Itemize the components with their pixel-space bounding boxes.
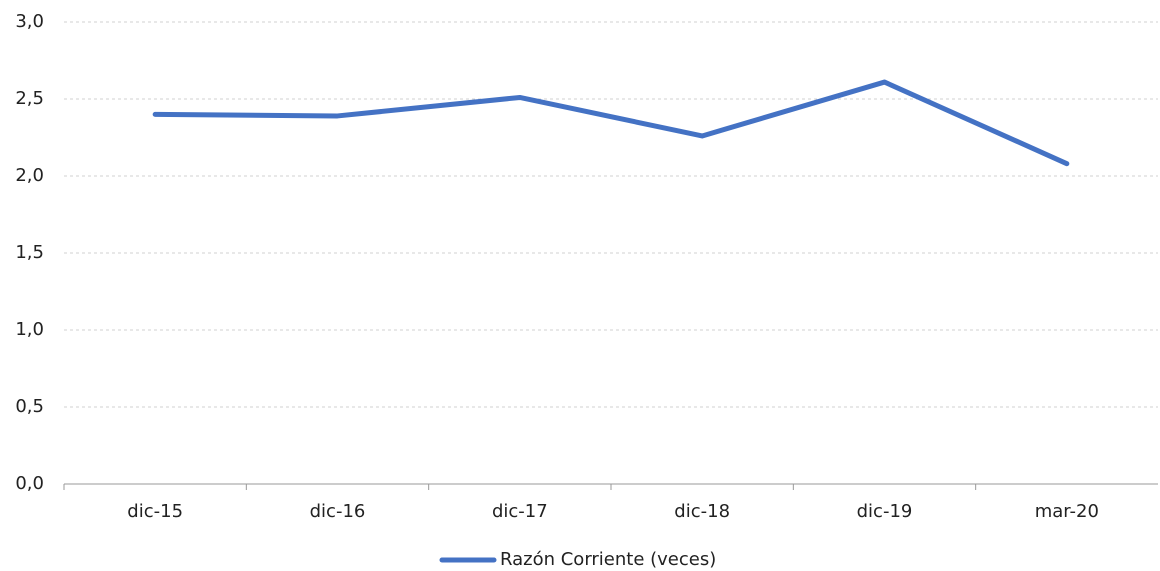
line [152,79,1070,167]
y-tick-label: 1,0 [15,319,44,340]
x-tick-label: mar-20 [1035,501,1099,522]
legend-label: Razón Corriente (veces) [500,549,716,570]
x-tick-label: dic-18 [674,501,730,522]
y-tick-label: 1,5 [15,242,44,263]
y-tick-label: 0,0 [15,473,44,494]
x-tick-label: dic-19 [857,501,913,522]
y-tick-label: 2,0 [15,165,44,186]
x-tick-label: dic-15 [127,501,183,522]
y-tick-label: 2,5 [15,88,44,109]
y-tick-label: 0,5 [15,396,44,417]
y-tick-label: 3,0 [15,11,44,32]
x-tick-label: dic-17 [492,501,548,522]
x-tick-label: dic-16 [310,501,366,522]
